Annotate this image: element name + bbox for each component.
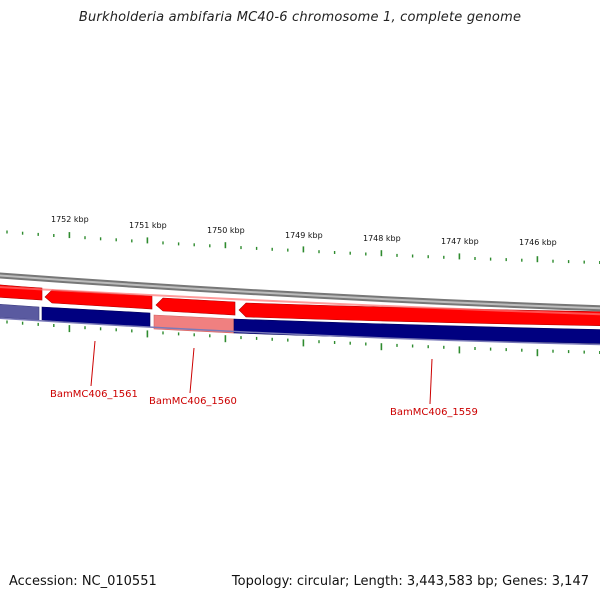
gene-label-1561[interactable]: BamMC406_1561 xyxy=(50,389,138,400)
ruler-label-1750: 1750 kbp xyxy=(207,226,245,235)
ruler-label-1747: 1747 kbp xyxy=(441,237,479,246)
gene-label-1559[interactable]: BamMC406_1559 xyxy=(390,407,478,418)
forward-strand-shine xyxy=(0,286,600,316)
ruler-label-1746: 1746 kbp xyxy=(519,238,557,247)
outer-ruler xyxy=(6,230,600,264)
reverse-gene-1[interactable] xyxy=(0,303,40,321)
map-title: Burkholderia ambifaria MC40-6 chromosome… xyxy=(78,10,522,25)
forward-strand-track xyxy=(0,283,600,326)
reverse-strand-track xyxy=(0,303,600,346)
gene-label-leaders xyxy=(90,340,433,405)
ruler-label-1752: 1752 kbp xyxy=(51,215,89,224)
ruler-label-1749: 1749 kbp xyxy=(285,231,323,240)
ruler-label-1751: 1751 kbp xyxy=(129,221,167,230)
accession-label: Accession: NC_010551 xyxy=(9,574,157,589)
leader-line-1559 xyxy=(429,358,433,405)
ruler-label-1748: 1748 kbp xyxy=(363,234,401,243)
forward-gene-3[interactable] xyxy=(155,297,236,316)
ruler-labels: 1752 kbp 1751 kbp 1750 kbp 1749 kbp 1748… xyxy=(51,215,557,247)
backbone-track-highlight xyxy=(0,274,600,310)
gene-labels: BamMC406_1561 BamMC406_1560 BamMC406_155… xyxy=(50,389,478,418)
reverse-strand-edge xyxy=(0,317,600,346)
inner-ruler xyxy=(6,320,600,357)
genome-summary: Topology: circular; Length: 3,443,583 bp… xyxy=(231,574,589,589)
leader-line-1561 xyxy=(90,340,96,387)
gene-label-1560[interactable]: BamMC406_1560 xyxy=(149,396,237,407)
forward-gene-4[interactable] xyxy=(238,302,600,326)
leader-line-1560 xyxy=(189,347,195,394)
forward-gene-1[interactable] xyxy=(0,283,43,301)
